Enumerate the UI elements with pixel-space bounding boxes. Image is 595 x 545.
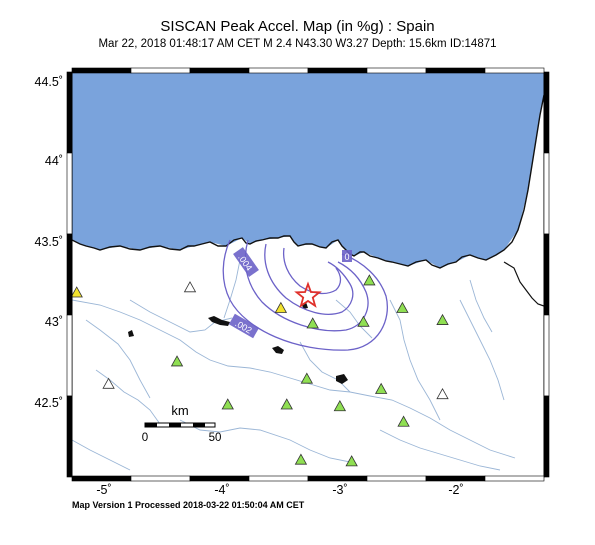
- scale-bar: km 0 50: [142, 403, 222, 444]
- contour-labels: .004 .002 0: [228, 247, 352, 339]
- station-marker: [300, 372, 313, 384]
- map-title: SISCAN Peak Accel. Map (in %g) : Spain: [160, 18, 435, 35]
- station-marker: [396, 301, 409, 313]
- frame-segment: [543, 314, 550, 397]
- frame-segment: [71, 475, 132, 482]
- station-marker: [221, 398, 234, 410]
- frame-segment: [248, 475, 309, 482]
- frame-segment: [425, 475, 486, 482]
- coastline: [72, 94, 544, 269]
- lat-label: 43.5˚: [35, 235, 64, 249]
- event-info: Mar 22, 2018 01:48:17 AM CET M 2.4 N43.3…: [98, 38, 497, 50]
- frame-segment: [66, 314, 73, 397]
- lon-label: -4˚: [214, 483, 229, 497]
- lon-label: -2˚: [448, 483, 463, 497]
- lat-label: 43˚: [45, 315, 63, 329]
- station-marker: [397, 415, 410, 427]
- station-marker: [294, 453, 308, 465]
- rivers: [72, 259, 516, 471]
- contour-label: 0: [344, 252, 349, 262]
- frame-segment: [543, 233, 550, 316]
- station-marker: [102, 377, 115, 389]
- frame-segment: [66, 71, 73, 154]
- scale-end: 50: [209, 432, 222, 444]
- lat-label: 44˚: [45, 154, 63, 168]
- lon-label: -3˚: [332, 483, 347, 497]
- epicenter-layer: [294, 281, 322, 308]
- lat-axis: 44.5˚ 44˚ 43.5˚ 43˚ 42.5˚: [35, 75, 64, 410]
- station-marker: [363, 274, 376, 286]
- lon-axis: -5˚ -4˚ -3˚ -2˚: [96, 483, 463, 497]
- frame-segment: [366, 67, 427, 74]
- station-marker: [72, 286, 83, 298]
- station-marker: [345, 455, 358, 467]
- processing-note: Map Version 1 Processed 2018-03-22 01:50…: [72, 500, 305, 510]
- station-marker: [436, 313, 449, 325]
- frame-segment: [543, 152, 550, 235]
- sea-area: [72, 72, 544, 268]
- station-marker: [274, 301, 288, 313]
- frame-segment: [189, 475, 250, 482]
- frame-segment: [248, 67, 309, 74]
- station-marker: [183, 281, 197, 293]
- frame-segment: [66, 152, 73, 235]
- lon-label: -5˚: [96, 483, 111, 497]
- frame-segment: [366, 475, 427, 482]
- station-marker: [436, 387, 449, 400]
- frame-segment: [307, 67, 368, 74]
- reservoirs: [128, 302, 348, 384]
- frame-segment: [484, 475, 545, 482]
- scale-start: 0: [142, 432, 148, 444]
- frame-segment: [543, 71, 550, 154]
- station-marker: [170, 355, 184, 367]
- station-marker: [333, 400, 347, 412]
- station-marker: [306, 317, 319, 329]
- frame-segment: [307, 475, 368, 482]
- station-marker: [280, 398, 293, 410]
- station-marker: [357, 315, 370, 327]
- border-line: [503, 261, 544, 307]
- frame-segment: [66, 233, 73, 316]
- epicenter-star: [294, 281, 322, 308]
- frame-segment: [189, 67, 250, 74]
- lat-label: 42.5˚: [35, 396, 64, 410]
- stations-layer: [72, 274, 449, 467]
- frame-segment: [66, 395, 73, 478]
- lat-label: 44.5˚: [35, 75, 64, 89]
- scale-unit: km: [171, 403, 188, 418]
- frame-ticks: [66, 67, 550, 482]
- station-marker: [374, 382, 388, 394]
- frame-segment: [425, 67, 486, 74]
- frame-segment: [130, 475, 191, 482]
- frame-segment: [543, 395, 550, 478]
- frame-segment: [130, 67, 191, 74]
- frame-segment: [484, 67, 545, 74]
- frame-segment: [71, 67, 132, 74]
